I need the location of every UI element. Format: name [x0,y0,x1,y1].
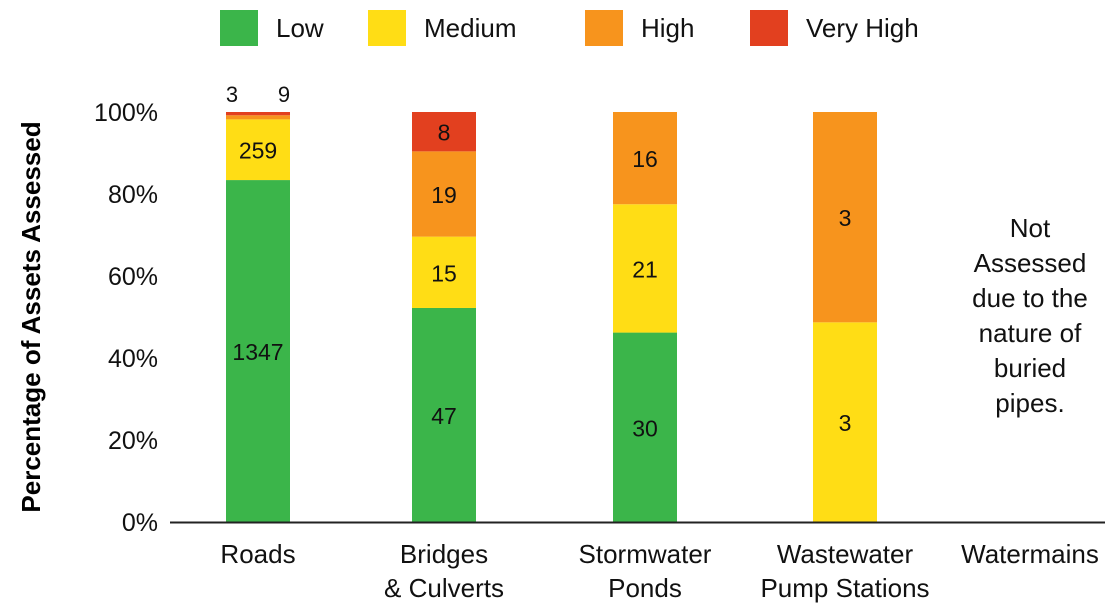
bar-count-label: 47 [431,403,457,429]
x-tick-label: Ponds [608,573,682,603]
bar-count-label: 30 [632,415,658,441]
bar-count-label: 259 [239,138,277,164]
legend: Low Medium High Very High [0,8,1115,48]
x-tick-label: Pump Stations [760,573,929,603]
legend-item-medium: Medium [368,8,516,48]
bar-segment-very-high [226,112,290,116]
annotation-line: Not [1010,213,1051,243]
bar-segment-low [613,332,677,522]
y-tick-label: 100% [94,99,158,127]
bar-segment-high [412,151,476,237]
bar-segment-high [226,115,290,120]
legend-item-low: Low [220,8,324,48]
bar-count-label: 16 [632,146,658,172]
legend-label-low: Low [276,12,324,43]
bar-count-label: 3 [839,205,852,231]
annotation-line: Assessed [974,248,1087,278]
x-tick-label: Bridges [400,539,488,569]
x-tick-label: Roads [220,539,295,569]
y-tick-label: 80% [108,181,158,209]
x-tick-label: Wastewater [777,539,914,569]
legend-swatch-medium [368,10,406,46]
x-tick-label: Stormwater [579,539,712,569]
y-tick-label: 0% [122,509,158,537]
bar-segment-high [813,112,877,323]
bar-segment-medium [613,204,677,333]
annotation-line: pipes. [995,388,1064,418]
y-tick-label: 20% [108,427,158,455]
bar-count-label: 21 [632,256,658,282]
legend-item-very-high: Very High [750,8,919,48]
bar-count-label: 19 [431,182,457,208]
legend-swatch-low [220,10,258,46]
y-axis-title: Percentage of Assets Assessed [16,121,46,512]
bar-segment-low [226,180,290,522]
bar-count-label: 3 [839,410,852,436]
bar-segment-medium [226,119,290,181]
x-tick-label: & Culverts [384,573,504,603]
legend-label-very-high: Very High [806,12,919,43]
y-tick-label: 40% [108,345,158,373]
legend-item-high: High [585,8,694,48]
y-tick-label: 60% [108,263,158,291]
annotation-line: nature of [979,318,1082,348]
bar-segment-low [412,307,476,522]
legend-swatch-high [585,10,623,46]
above-bar-label: 3 [226,82,238,107]
bar-count-label: 1347 [232,339,283,365]
annotation-line: due to the [972,283,1088,313]
bar-segment-high [613,112,677,205]
x-tick-label: Watermains [961,539,1099,569]
above-bar-label: 9 [278,82,290,107]
annotation-line: buried [994,353,1066,383]
legend-swatch-very-high [750,10,788,46]
legend-label-high: High [641,12,695,43]
legend-label-medium: Medium [424,12,517,43]
bar-segment-very-high [412,112,476,152]
bar-segment-medium [813,322,877,522]
bar-count-label: 15 [431,260,457,286]
bar-count-label: 8 [438,120,451,146]
bar-segment-medium [412,236,476,308]
